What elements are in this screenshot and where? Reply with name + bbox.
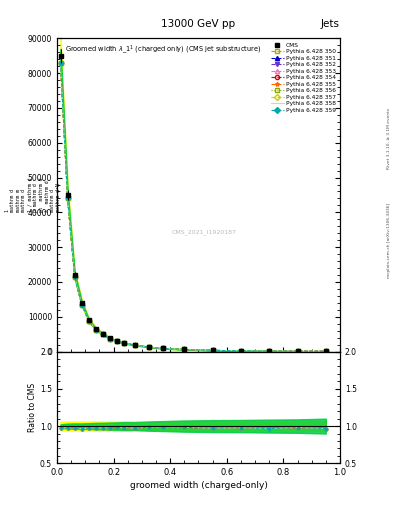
- Text: Jets: Jets: [321, 19, 340, 29]
- Text: 1
mathrm d
mathrm m
mathrm d
1 / mathrm d
p mathrm d
p₁  mathrm d
λ  mathrm d
ma: 1 mathrm d mathrm m mathrm d 1 / mathrm …: [4, 177, 61, 212]
- Legend: CMS, Pythia 6.428 350, Pythia 6.428 351, Pythia 6.428 352, Pythia 6.428 353, Pyt: CMS, Pythia 6.428 350, Pythia 6.428 351,…: [270, 41, 337, 114]
- Text: mcplots.cern.ch [arXiv:1306.3436]: mcplots.cern.ch [arXiv:1306.3436]: [387, 203, 391, 278]
- Y-axis label: Ratio to CMS: Ratio to CMS: [28, 383, 37, 432]
- Text: Rivet 3.1.10, ≥ 3.1M events: Rivet 3.1.10, ≥ 3.1M events: [387, 108, 391, 169]
- Text: Groomed width $\lambda\_1^1$ (charged only) (CMS jet substructure): Groomed width $\lambda\_1^1$ (charged on…: [66, 43, 262, 56]
- Text: 13000 GeV pp: 13000 GeV pp: [162, 19, 235, 29]
- X-axis label: groomed width (charged-only): groomed width (charged-only): [130, 481, 267, 490]
- Text: CMS_2021_I1920187: CMS_2021_I1920187: [172, 230, 237, 236]
